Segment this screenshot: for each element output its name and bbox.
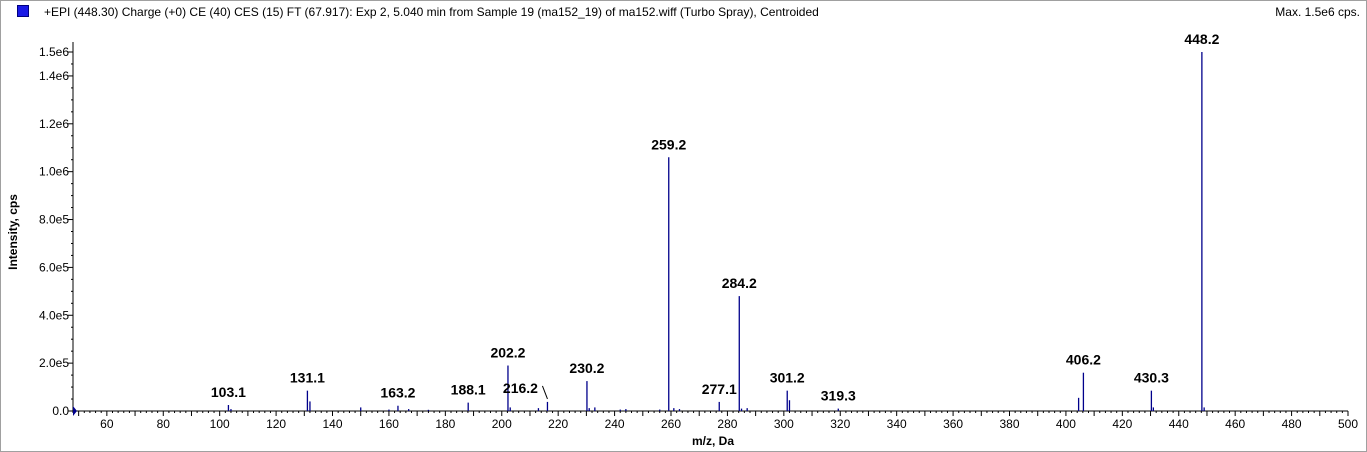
peak-label-277.1: 277.1 — [702, 381, 737, 397]
x-tick-label: 200 — [492, 417, 512, 431]
peak-label-103.1: 103.1 — [211, 384, 246, 400]
peak-label-163.2: 163.2 — [380, 385, 415, 401]
y-tick-label: 0.0 — [52, 404, 69, 418]
peak-label-259.2: 259.2 — [651, 136, 686, 152]
baseline-marker — [73, 406, 77, 416]
axes: 60 80 100 120 140 160 180 200 220 240 260 280 300 320… — [39, 42, 1358, 431]
y-tick-label: 8.0e5 — [39, 213, 69, 227]
y-axis-label: Intensity, cps — [6, 194, 20, 270]
x-tick-label: 180 — [435, 417, 455, 431]
peak-label-319.3: 319.3 — [821, 388, 856, 404]
x-tick-label: 400 — [1056, 417, 1076, 431]
peak-label-202.2: 202.2 — [490, 345, 525, 361]
series-legend-swatch[interactable] — [17, 5, 29, 17]
max-intensity-readout: Max. 1.5e6 cps. — [1275, 5, 1360, 19]
x-axis-label: m/z, Da — [692, 434, 734, 448]
x-tick-label: 300 — [774, 417, 794, 431]
y-tick-label: 2.0e5 — [39, 356, 69, 370]
peak-label-448.2: 448.2 — [1184, 31, 1219, 47]
peak-label-230.2: 230.2 — [569, 360, 604, 376]
peak-label-216.2: 216.2 — [503, 380, 538, 396]
x-tick-label: 420 — [1112, 417, 1132, 431]
y-tick-label: 1.4e6 — [39, 69, 69, 83]
peaks — [227, 52, 1205, 411]
x-tick-label: 120 — [266, 417, 286, 431]
peak-label-301.2: 301.2 — [770, 370, 805, 386]
peak-label-131.1: 131.1 — [290, 370, 325, 386]
y-tick-label: 6.0e5 — [39, 260, 69, 274]
x-tick-label: 320 — [830, 417, 850, 431]
x-tick-label: 340 — [887, 417, 907, 431]
x-tick-label: 280 — [717, 417, 737, 431]
x-tick-label: 500 — [1338, 417, 1358, 431]
x-tick-label: 480 — [1282, 417, 1302, 431]
chart-header: +EPI (448.30) Charge (+0) CE (40) CES (1… — [1, 1, 1366, 23]
peak-label-leader — [541, 385, 548, 400]
x-tick-label: 220 — [548, 417, 568, 431]
x-tick-label: 360 — [943, 417, 963, 431]
peak-labels: 103.1 131.1 163.2 188.1 202.2 216.2 230.2 259.2… — [211, 31, 1220, 404]
y-tick-label: 1.0e6 — [39, 165, 69, 179]
x-tick-label: 140 — [322, 417, 342, 431]
peak-label-406.2: 406.2 — [1066, 352, 1101, 368]
peak-label-188.1: 188.1 — [451, 382, 486, 398]
y-tick-label: 4.0e5 — [39, 308, 69, 322]
peak-label-430.3: 430.3 — [1134, 370, 1169, 386]
y-tick-label: 1.2e6 — [39, 117, 69, 131]
x-tick-label: 460 — [1225, 417, 1245, 431]
x-tick-label: 80 — [157, 417, 171, 431]
y-tick-label: 1.5e6 — [39, 45, 69, 59]
x-tick-label: 440 — [1169, 417, 1189, 431]
peak-label-284.2: 284.2 — [722, 275, 757, 291]
x-tick-label: 380 — [999, 417, 1019, 431]
x-tick-label: 160 — [379, 417, 399, 431]
x-tick-label: 260 — [661, 417, 681, 431]
chart-title: +EPI (448.30) Charge (+0) CE (40) CES (1… — [44, 5, 819, 19]
x-tick-label: 60 — [100, 417, 114, 431]
x-tick-label: 240 — [605, 417, 625, 431]
x-tick-label: 100 — [210, 417, 230, 431]
